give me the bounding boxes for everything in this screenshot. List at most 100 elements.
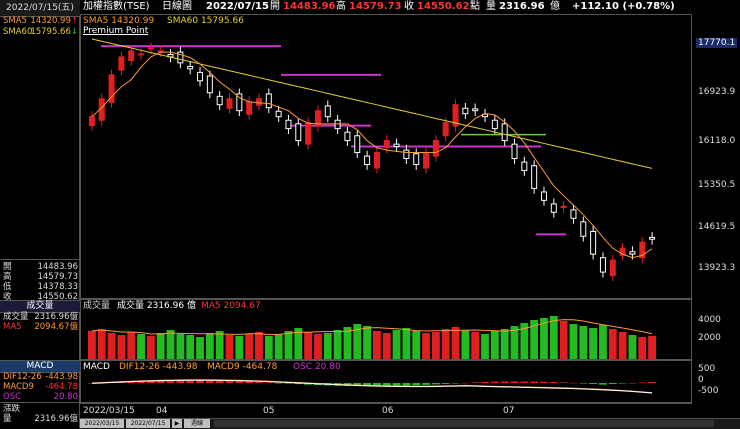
volume-bar xyxy=(294,328,303,359)
volume-ma5-legend: MA5 2094.67 xyxy=(201,301,261,311)
macd9-legend: MACD9 -464.78 xyxy=(207,362,278,372)
osc-bar xyxy=(461,382,470,384)
candle-body xyxy=(324,105,331,118)
volume-ma5-line xyxy=(91,319,653,336)
volume-bar xyxy=(589,328,598,359)
candle-body xyxy=(649,236,656,240)
volume-bar xyxy=(422,333,430,359)
volume-bar xyxy=(146,336,155,359)
volume-bar xyxy=(540,318,548,359)
header-date: 2022/07/15 xyxy=(206,1,269,12)
osc-bar xyxy=(638,382,647,383)
osc-bar xyxy=(441,383,450,384)
volume-bar xyxy=(264,336,273,359)
volume-bar xyxy=(402,328,411,359)
volume-bar xyxy=(333,330,342,359)
volume-bar xyxy=(569,324,578,359)
osc-bar xyxy=(353,383,362,387)
volume-bar xyxy=(363,326,371,359)
osc-bar xyxy=(431,383,440,385)
points-label: 點 xyxy=(470,1,480,12)
osc-bar xyxy=(186,379,195,383)
candle-body xyxy=(531,165,538,189)
osc-bar xyxy=(481,381,489,383)
volume-bar xyxy=(166,330,175,359)
candle-body xyxy=(108,74,115,103)
axis-label: 500 xyxy=(698,364,716,374)
price-axis: 17770.1 16923.9 16118.0 15350.5 14619.5 … xyxy=(692,14,740,299)
candle-body xyxy=(383,140,390,149)
osc-bar xyxy=(628,382,637,384)
play-icon[interactable]: ▶ xyxy=(172,419,182,428)
volume-bar xyxy=(323,333,332,359)
axis-label: -500 xyxy=(698,386,719,396)
volume-bar xyxy=(382,333,391,359)
date-start-label: 2022/03/15 xyxy=(83,406,135,416)
osc-bar xyxy=(510,381,519,383)
osc-bar xyxy=(579,383,588,384)
volume-bar xyxy=(520,323,529,359)
osc-bar xyxy=(530,381,539,383)
month-label: 07 xyxy=(503,406,515,416)
osc-bar xyxy=(569,382,578,384)
osc-bar xyxy=(500,381,509,383)
candle-body xyxy=(639,241,646,259)
macd-pane[interactable]: MACD DIF12-26 -443.98 MACD9 -464.78 OSC … xyxy=(80,360,692,403)
header-change: +112.10 (+0.78%) xyxy=(572,1,675,12)
volume-bar xyxy=(579,326,588,359)
osc-bar xyxy=(294,383,303,385)
macd-chart xyxy=(88,379,656,394)
candle-body xyxy=(364,155,371,165)
volume-pane[interactable]: 成交量 成交量 2316.96 億 MA5 2094.67 xyxy=(80,299,692,360)
candle-body xyxy=(334,119,341,130)
volume-bar xyxy=(245,334,254,359)
low-row: 低 14378.33 xyxy=(3,282,78,292)
volume-bar xyxy=(225,335,234,359)
volume-bar xyxy=(353,324,362,359)
candle-body xyxy=(305,122,312,145)
weekly-button[interactable]: 週線 xyxy=(184,419,210,428)
volume-bar xyxy=(431,332,440,359)
period-label: 日線圖 xyxy=(162,1,192,12)
sma5-value: 14320.99↑ xyxy=(30,16,78,26)
volume-bar xyxy=(314,334,322,359)
volume-bar xyxy=(461,330,470,359)
axis-label: 13923.3 xyxy=(698,263,736,273)
axis-label: 15350.5 xyxy=(698,180,736,190)
open-label: 開 xyxy=(270,1,280,12)
month-label: 06 xyxy=(382,406,394,416)
volume-bar xyxy=(471,332,480,359)
axis-label: 4000 xyxy=(698,315,721,325)
volume-bar xyxy=(343,327,352,359)
close-row: 收 14550.62 xyxy=(3,292,78,302)
sma60-label: SMA60 xyxy=(3,27,33,37)
sma60-legend: SMA60 15795.66 xyxy=(167,16,244,26)
osc-bar xyxy=(559,382,568,383)
candle-body xyxy=(403,149,410,160)
range-scrollbar[interactable]: 2022/03/15 2022/07/15 ▶ 週線 xyxy=(80,418,740,429)
candle-body xyxy=(354,135,361,154)
candle-body xyxy=(609,259,616,277)
osc-bar xyxy=(363,383,371,387)
osc-legend: OSC 20.80 xyxy=(293,362,341,372)
range-end-button[interactable]: 2022/07/15 xyxy=(126,419,170,428)
candle-body xyxy=(511,143,518,159)
candle-body xyxy=(482,113,489,118)
sma5-legend: SMA5 14320.99 xyxy=(83,16,155,26)
price-pane[interactable]: SMA5 14320.99 SMA60 15795.66 Premium Poi… xyxy=(80,14,692,299)
range-start-button[interactable]: 2022/03/15 xyxy=(80,419,124,428)
header-open: 14483.96 xyxy=(283,1,336,12)
volume-unit: 億 xyxy=(550,1,560,12)
sma5-label: SMA5 xyxy=(3,16,27,26)
volume-chart xyxy=(88,316,656,359)
change-volume-row: 量 2316.96億 xyxy=(3,414,78,424)
scroll-track[interactable] xyxy=(214,420,714,427)
osc-bar xyxy=(166,379,175,383)
candle-body xyxy=(197,71,204,82)
osc-bar xyxy=(608,383,617,385)
osc-bar xyxy=(245,381,254,383)
osc-bar xyxy=(176,379,185,383)
sma60-row: SMA60 15795.66↓ xyxy=(3,27,78,38)
volume-bar xyxy=(117,335,126,359)
candle-body xyxy=(373,152,380,169)
